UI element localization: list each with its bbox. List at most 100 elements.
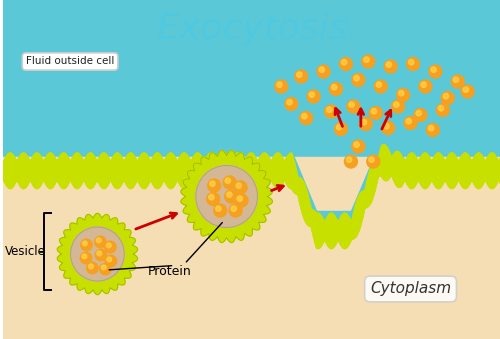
Circle shape [438,105,444,111]
Circle shape [80,252,92,264]
Circle shape [444,94,448,99]
Circle shape [384,123,389,129]
Circle shape [384,60,397,73]
Circle shape [196,165,258,227]
Circle shape [105,255,117,267]
Circle shape [330,82,342,96]
Circle shape [106,243,111,248]
Circle shape [96,238,101,243]
Circle shape [86,262,98,274]
Circle shape [352,140,365,153]
Text: Cytoplasm: Cytoplasm [370,281,451,297]
Circle shape [224,190,237,203]
Circle shape [324,105,338,118]
Circle shape [344,155,358,168]
Circle shape [317,65,330,78]
Circle shape [236,183,242,188]
Circle shape [362,119,366,125]
Circle shape [97,251,102,256]
Circle shape [463,87,468,93]
Circle shape [364,57,369,62]
Circle shape [342,59,347,65]
Circle shape [208,195,214,200]
Circle shape [223,176,236,189]
Circle shape [406,118,411,124]
Circle shape [100,263,111,275]
Circle shape [234,181,247,194]
Circle shape [216,206,221,212]
Circle shape [95,249,106,261]
Text: Vesicle: Vesicle [5,245,46,258]
Circle shape [431,67,436,73]
Circle shape [214,204,226,217]
Circle shape [429,65,442,78]
Circle shape [421,82,426,87]
Circle shape [277,82,282,87]
Circle shape [300,112,312,124]
Circle shape [94,236,106,248]
Circle shape [406,58,420,71]
Circle shape [349,102,354,107]
Circle shape [207,193,220,205]
Circle shape [362,55,375,68]
Circle shape [442,92,454,104]
Text: Exocytosis: Exocytosis [156,12,348,45]
Circle shape [347,100,360,113]
Circle shape [336,124,342,130]
Circle shape [237,196,242,201]
Circle shape [319,67,324,73]
Text: Protein: Protein [148,265,192,278]
Circle shape [453,77,458,82]
Circle shape [376,82,382,87]
Text: Fluid outside cell: Fluid outside cell [26,57,115,66]
Circle shape [294,70,308,83]
Circle shape [416,111,422,116]
Circle shape [334,122,347,136]
Circle shape [102,265,106,270]
Circle shape [398,91,404,96]
Circle shape [107,257,112,262]
Circle shape [88,264,94,269]
Circle shape [371,108,376,114]
Circle shape [452,75,464,88]
Circle shape [404,117,417,129]
Circle shape [436,103,450,117]
Circle shape [340,58,352,71]
Circle shape [352,74,365,86]
Circle shape [302,114,307,119]
Circle shape [225,178,230,183]
Circle shape [229,204,242,217]
Circle shape [461,85,474,98]
Circle shape [414,108,427,121]
Circle shape [309,92,314,97]
Circle shape [286,99,292,105]
Circle shape [275,80,288,93]
Circle shape [332,84,337,90]
Circle shape [374,80,387,93]
Circle shape [360,118,372,131]
Circle shape [231,206,236,212]
Circle shape [408,59,414,65]
Circle shape [70,227,124,281]
Circle shape [382,121,394,135]
Circle shape [326,107,332,113]
Polygon shape [181,151,272,242]
Circle shape [307,90,320,103]
Circle shape [368,157,374,162]
Circle shape [392,100,404,113]
Circle shape [346,157,352,162]
Circle shape [208,179,220,192]
Circle shape [285,98,298,111]
Circle shape [419,80,432,93]
Circle shape [386,62,392,67]
Circle shape [226,192,232,197]
Circle shape [367,155,380,168]
Circle shape [81,239,92,251]
Circle shape [370,106,382,120]
Circle shape [82,241,87,246]
Circle shape [354,76,360,81]
Circle shape [104,241,116,253]
Circle shape [296,72,302,77]
Circle shape [82,254,87,259]
Circle shape [426,123,440,137]
